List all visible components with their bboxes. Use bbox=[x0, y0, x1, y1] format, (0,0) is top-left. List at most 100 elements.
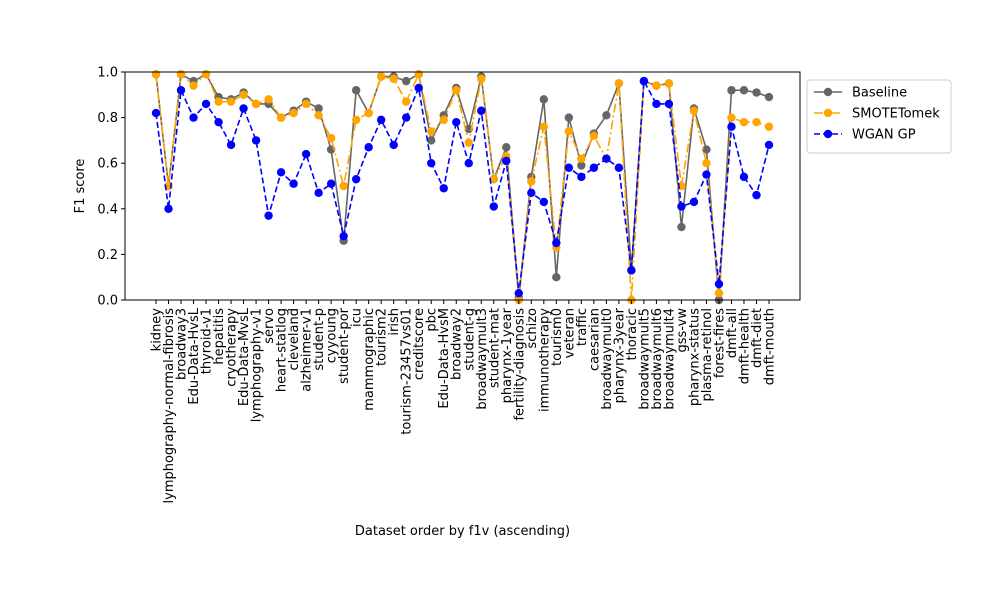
data-point bbox=[439, 115, 448, 125]
data-point bbox=[214, 117, 223, 127]
x-tick-label: dmft-health bbox=[737, 308, 752, 384]
x-tick-label: broadway3 bbox=[175, 308, 190, 380]
x-tick-label: student-mat bbox=[487, 308, 502, 388]
x-tick-label: pbc bbox=[425, 308, 440, 332]
x-tick-label: broadwaymult5 bbox=[637, 308, 652, 410]
data-point bbox=[452, 117, 461, 127]
x-tick-label: Edu-Data-HvsM bbox=[437, 308, 452, 409]
x-tick-label: tourism-23457vs01 bbox=[400, 308, 415, 435]
x-tick-label: alzheimer-v1 bbox=[300, 308, 315, 392]
x-tick-label: broadwaymult6 bbox=[650, 308, 665, 410]
data-point bbox=[402, 76, 411, 86]
data-point bbox=[201, 99, 211, 109]
x-tick-label: tourism2 bbox=[375, 308, 390, 366]
data-point bbox=[502, 156, 511, 166]
x-tick-label: cyyoung bbox=[325, 308, 340, 363]
data-point bbox=[489, 174, 498, 184]
data-point bbox=[239, 90, 248, 100]
x-tick-label: broadwaymult0 bbox=[600, 308, 615, 410]
data-point bbox=[577, 161, 586, 170]
legend-label: WGAN GP bbox=[852, 128, 916, 143]
data-point bbox=[264, 95, 273, 104]
data-point bbox=[276, 168, 286, 177]
data-point bbox=[301, 149, 311, 159]
legend-marker bbox=[823, 87, 833, 97]
x-tick-label: heart-statlog bbox=[275, 308, 290, 392]
data-point bbox=[527, 188, 536, 198]
data-point bbox=[527, 177, 536, 186]
data-point bbox=[351, 115, 361, 125]
x-tick-label: icu bbox=[350, 308, 365, 327]
data-point bbox=[727, 122, 736, 131]
data-point bbox=[326, 179, 336, 188]
data-point bbox=[314, 111, 323, 120]
series-line bbox=[155, 78, 770, 294]
data-point bbox=[376, 115, 386, 125]
series-line bbox=[155, 73, 770, 301]
x-tick-label: thyroid-v1 bbox=[200, 308, 215, 374]
data-point bbox=[364, 143, 373, 152]
x-tick-label: kidney bbox=[150, 308, 165, 352]
legend: Baseline SMOTETomek WGAN GP bbox=[806, 79, 952, 154]
x-tick-label: hepatitis bbox=[212, 308, 227, 365]
data-point bbox=[702, 159, 711, 168]
data-point bbox=[364, 108, 373, 118]
data-point bbox=[614, 163, 624, 172]
data-point bbox=[251, 99, 261, 109]
data-point bbox=[489, 202, 498, 211]
data-point bbox=[752, 88, 761, 97]
data-point bbox=[714, 288, 724, 298]
data-point bbox=[552, 238, 561, 248]
data-point bbox=[602, 111, 611, 120]
data-point bbox=[402, 97, 411, 106]
legend-marker bbox=[823, 108, 833, 118]
x-tick-label: mammographic bbox=[362, 308, 377, 411]
data-point bbox=[402, 113, 411, 122]
data-point bbox=[539, 122, 549, 131]
data-point bbox=[514, 288, 523, 298]
data-point bbox=[564, 113, 574, 122]
data-point bbox=[351, 174, 361, 184]
x-tick-label: servo bbox=[262, 308, 277, 344]
data-point bbox=[214, 97, 223, 106]
data-point bbox=[739, 117, 749, 127]
x-tick-label: lymphography-normal-fibrosis bbox=[162, 308, 177, 504]
y-tick-label: 1.0 bbox=[97, 66, 118, 81]
x-tick-label: dmft-diet bbox=[750, 308, 765, 368]
data-point bbox=[564, 127, 574, 136]
data-point bbox=[176, 70, 186, 79]
data-point bbox=[427, 136, 436, 145]
x-tick-label: thoracic bbox=[625, 308, 640, 361]
legend-entry: Baseline bbox=[814, 86, 907, 101]
data-point bbox=[652, 99, 661, 109]
x-tick-label: veteran bbox=[562, 308, 577, 358]
data-point bbox=[689, 106, 699, 115]
data-point bbox=[764, 122, 774, 131]
data-point bbox=[727, 113, 736, 122]
series-wgan-gp bbox=[151, 76, 774, 298]
data-point bbox=[264, 211, 273, 220]
legend-entry: WGAN GP bbox=[814, 128, 916, 143]
data-point bbox=[764, 140, 774, 150]
x-tick-label: student-p bbox=[312, 308, 327, 371]
legend-marker bbox=[823, 129, 833, 139]
data-point bbox=[414, 83, 423, 93]
data-point bbox=[176, 86, 186, 95]
data-point bbox=[289, 108, 298, 118]
x-tick-label: tourism0 bbox=[550, 308, 565, 366]
data-point bbox=[677, 222, 686, 232]
x-tick-label: pharynx-status bbox=[687, 308, 702, 406]
data-point bbox=[314, 188, 323, 198]
data-point bbox=[301, 99, 311, 109]
data-point bbox=[201, 70, 211, 79]
data-point bbox=[477, 74, 486, 84]
data-point bbox=[702, 170, 711, 179]
data-point bbox=[389, 74, 398, 84]
x-tick-label: fertility-diagnosis bbox=[512, 308, 527, 421]
data-point bbox=[639, 76, 649, 86]
data-point bbox=[739, 172, 749, 182]
x-tick-label: Edu-Data-HvsL bbox=[187, 307, 202, 404]
data-point bbox=[339, 231, 348, 241]
data-point bbox=[752, 190, 761, 200]
